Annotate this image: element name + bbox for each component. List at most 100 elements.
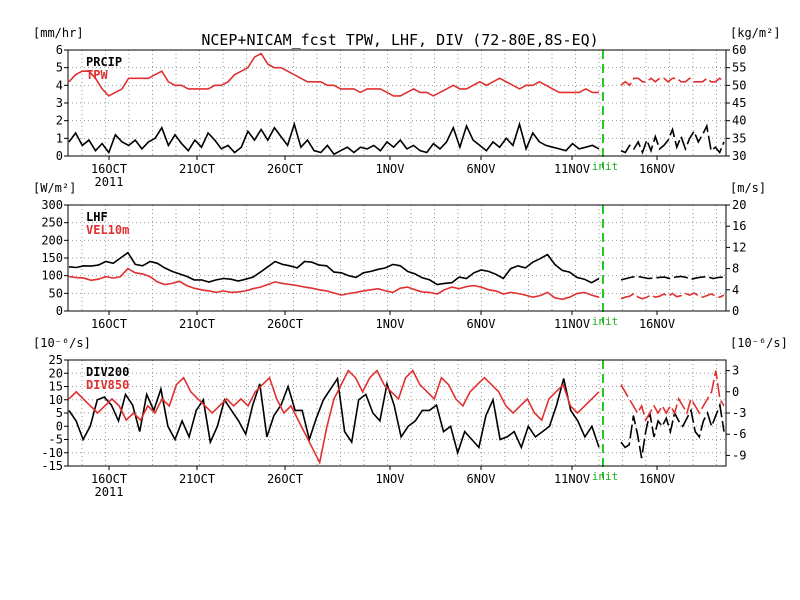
left-tick-label: 100 [41,269,63,283]
right-tick-label: 0 [732,385,739,399]
x-tick-label: 6NOV [467,317,496,331]
panel-2: 0 50 100 150 200 250 300 0 4 8 12 16 20 [W/m²] [m/s] 16… [33,181,766,331]
series-forecast-div850 [620,370,725,423]
x-tick-label: 21OCT [179,317,215,331]
x-year-label: 2011 [95,175,124,189]
legend-vel10m: VEL10m [86,223,129,237]
left-tick-label: 0 [56,304,63,318]
right-tick-label: 50 [732,78,746,92]
init-label: init [592,470,619,483]
right-tick-label: 30 [732,149,746,163]
plot-frame [67,204,727,312]
series-line-vel10m [68,267,600,301]
left-unit-label: [10⁻⁶/s] [33,336,91,350]
left-tick-label: 250 [41,216,63,230]
series-forecast-tpw [620,77,725,87]
x-tick-label: 16OCT [91,317,127,331]
right-tick-label: 16 [732,219,746,233]
right-unit-label: [kg/m²] [730,26,781,40]
plot-frame [67,359,727,467]
left-unit-label: [mm/hr] [33,26,84,40]
left-tick-label: 150 [41,251,63,265]
x-tick-label: 1NOV [376,472,405,486]
init-label: init [592,160,619,173]
right-tick-label: 40 [732,114,746,128]
left-tick-label: 200 [41,233,63,247]
left-tick-label: 300 [41,198,63,212]
series-line-prcip [68,121,600,156]
x-tick-label: 6NOV [467,162,496,176]
x-tick-label: 26OCT [267,317,303,331]
legend-lhf: LHF [86,210,108,224]
series-forecast-lhf [620,275,725,281]
left-tick-label: 50 [49,286,63,300]
legend-prcip: PRCIP [86,55,122,69]
right-tick-label: -9 [732,448,746,462]
right-tick-label: 55 [732,61,746,75]
right-tick-label: 4 [732,283,739,297]
x-tick-label: 11NOV [554,317,590,331]
x-tick-label: 16NOV [639,472,675,486]
left-tick-label: 1 [56,131,63,145]
right-tick-label: 60 [732,43,746,57]
legend-div850: DIV850 [86,378,129,392]
x-tick-label: 11NOV [554,162,590,176]
right-unit-label: [10⁻⁶/s] [730,336,788,350]
left-tick-label: 3 [56,96,63,110]
x-tick-label: 16OCT [91,162,127,176]
left-tick-label: 4 [56,78,63,92]
x-tick-label: 21OCT [179,472,215,486]
legend-div200: DIV200 [86,365,129,379]
x-tick-label: 16NOV [639,317,675,331]
x-tick-label: 26OCT [267,472,303,486]
legend-tpw: TPW [86,68,108,82]
series-forecast-vel10m [620,292,725,300]
x-tick-label: 26OCT [267,162,303,176]
series-forecast-div200 [620,402,725,459]
right-tick-label: 35 [732,131,746,145]
left-tick-label: 2 [56,114,63,128]
x-tick-label: 16OCT [91,472,127,486]
left-tick-label: 25 [49,353,63,367]
left-tick-label: -10 [41,446,63,460]
chart-title: NCEP+NICAM_fcst TPW, LHF, DIV (72-80E,8S… [201,31,598,49]
right-tick-label: 3 [732,364,739,378]
x-tick-label: 21OCT [179,162,215,176]
x-tick-label: 1NOV [376,317,405,331]
right-tick-label: -3 [732,406,746,420]
series-line-div200 [68,376,600,456]
right-tick-label: 8 [732,262,739,276]
x-tick-label: 1NOV [376,162,405,176]
right-tick-label: 45 [732,96,746,110]
right-tick-label: 12 [732,240,746,254]
left-tick-label: 5 [56,406,63,420]
right-unit-label: [m/s] [730,181,766,195]
left-unit-label: [W/m²] [33,181,76,195]
left-tick-label: 10 [49,393,63,407]
plot-frame [67,49,727,157]
right-tick-label: 20 [732,198,746,212]
left-tick-label: 0 [56,419,63,433]
right-tick-label: -6 [732,427,746,441]
left-tick-label: -5 [49,433,63,447]
left-tick-label: 0 [56,149,63,163]
series-line-tpw [68,52,599,97]
x-tick-label: 11NOV [554,472,590,486]
series-forecast-prcip [620,123,725,155]
init-label: init [592,315,619,328]
right-tick-label: 0 [732,304,739,318]
left-tick-label: 20 [49,366,63,380]
series-line-div850 [68,369,600,465]
x-tick-label: 6NOV [467,472,496,486]
left-tick-label: 5 [56,61,63,75]
series-line-lhf [68,251,600,286]
x-year-label: 2011 [95,485,124,499]
left-tick-label: 6 [56,43,63,57]
x-tick-label: 16NOV [639,162,675,176]
left-tick-label: -15 [41,459,63,473]
left-tick-label: 15 [49,380,63,394]
